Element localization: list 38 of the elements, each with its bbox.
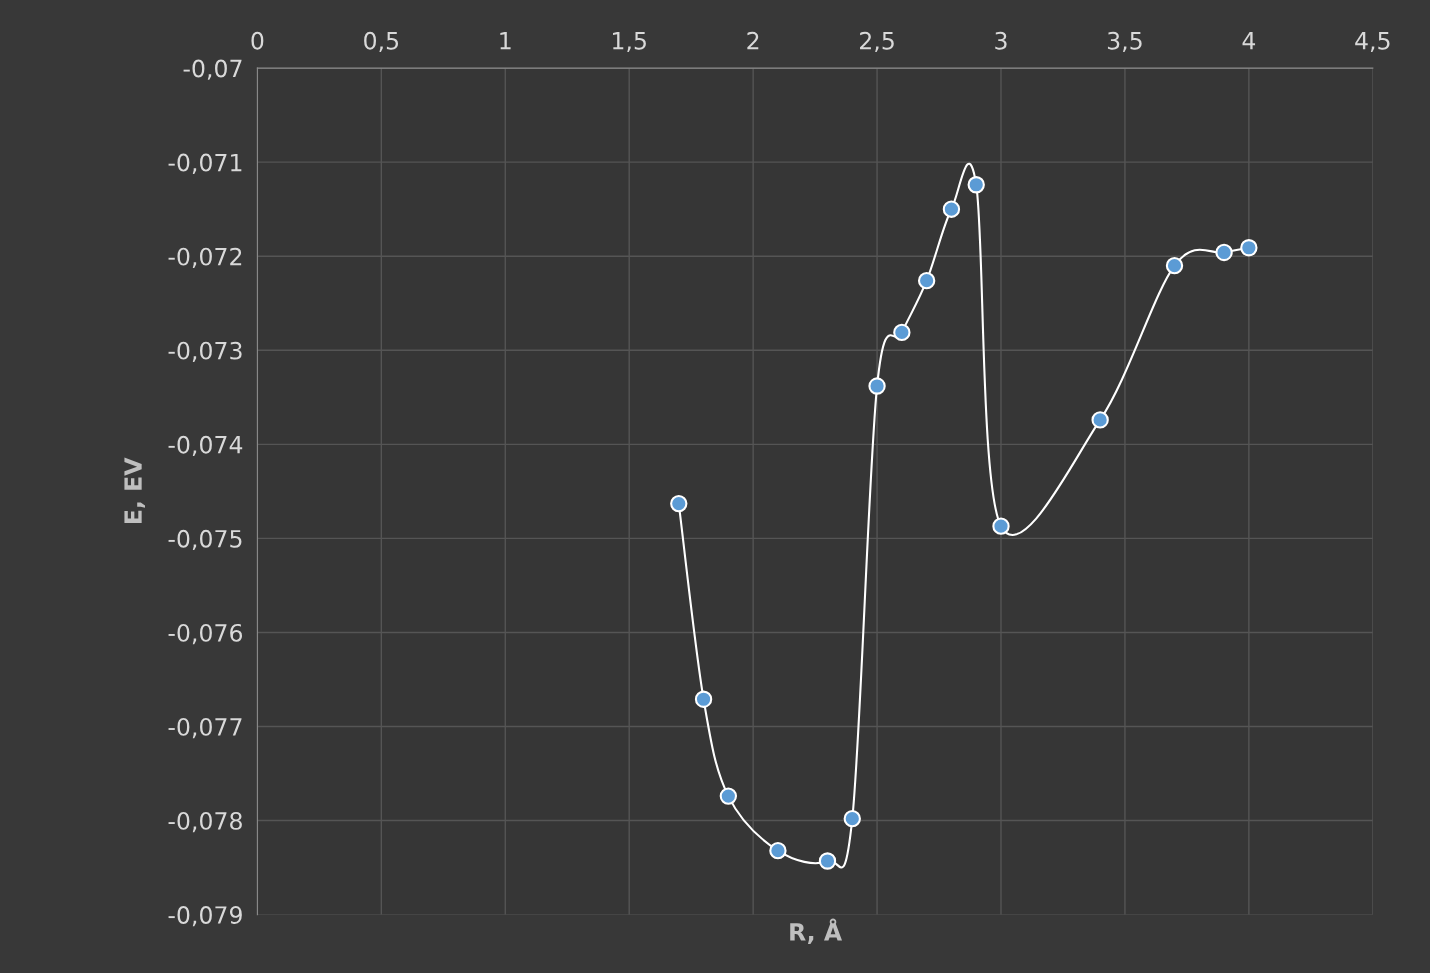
point xyxy=(818,852,837,870)
x-tick-label: 0,5 xyxy=(364,31,399,53)
y-tick-label: -0,073 xyxy=(168,341,242,362)
y-tick-label: -0,079 xyxy=(168,906,242,927)
point xyxy=(670,494,688,513)
point xyxy=(942,200,961,218)
point xyxy=(868,377,886,395)
x-tick-label: 2,5 xyxy=(860,31,894,53)
x-tick-label: 2 xyxy=(747,31,759,50)
x-tick-label: 3,5 xyxy=(1107,31,1142,53)
x-tick-label: 1 xyxy=(500,32,511,50)
y-tick-label: -0,077 xyxy=(168,717,242,739)
point xyxy=(1091,411,1109,429)
x-tick-label: 0 xyxy=(251,31,264,50)
y-axis-title: E, EV xyxy=(124,457,146,524)
x-tick-label: 1,5 xyxy=(613,32,646,53)
point xyxy=(694,690,713,708)
point xyxy=(1240,239,1258,257)
y-tick-label: -0,075 xyxy=(168,529,242,551)
y-tick-label: -0,074 xyxy=(168,435,243,457)
point xyxy=(769,841,787,860)
point xyxy=(917,272,936,290)
y-tick-label: -0,071 xyxy=(168,153,242,174)
y-tick-label: -0,078 xyxy=(168,812,242,833)
y-tick-label: -0,076 xyxy=(168,623,243,645)
y-tick-label: -0,072 xyxy=(168,247,242,268)
point xyxy=(719,787,738,805)
point xyxy=(1215,243,1233,262)
point xyxy=(967,176,985,194)
point xyxy=(992,517,1010,535)
point xyxy=(843,810,861,828)
x-tick-label: 4 xyxy=(1242,32,1256,50)
point xyxy=(1165,256,1184,275)
x-tick-label: 4,5 xyxy=(1355,32,1390,53)
x-tick-label: 3 xyxy=(995,31,1007,50)
y-tick-label: -0,07 xyxy=(183,59,242,80)
point xyxy=(893,323,911,342)
x-axis-title: R, Å xyxy=(790,918,843,944)
